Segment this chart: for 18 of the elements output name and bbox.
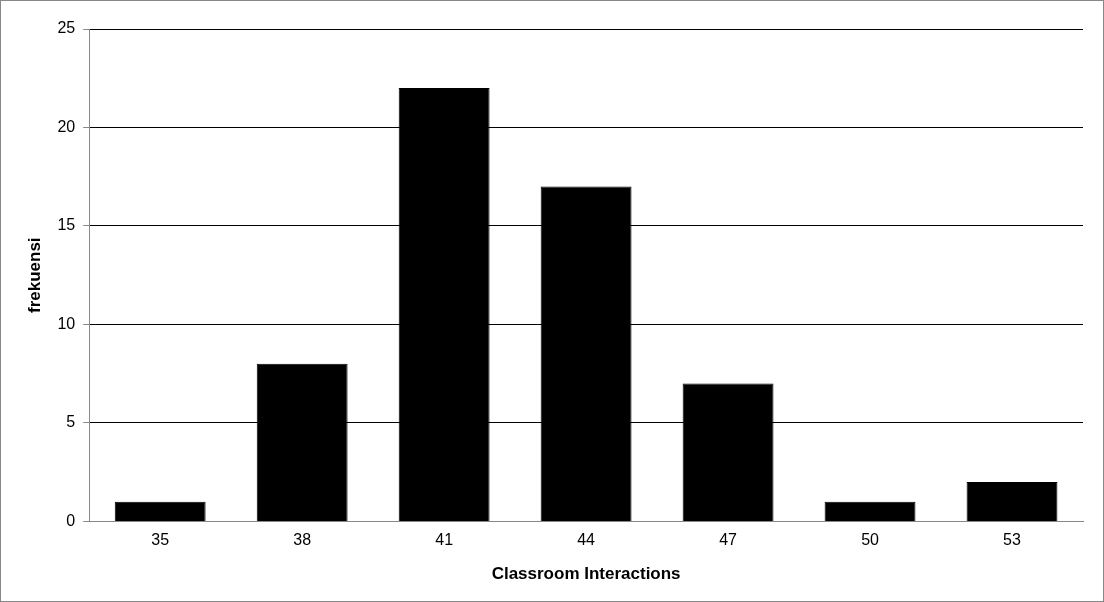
bar: [966, 482, 1058, 521]
x-tick-label: 41: [435, 531, 454, 549]
y-tick-label: 25: [57, 19, 76, 37]
x-tick-label: 47: [719, 531, 738, 549]
x-tick-label: 53: [1003, 531, 1022, 549]
y-tick-label: 15: [57, 216, 76, 234]
x-axis-title: Classroom Interactions: [491, 564, 681, 584]
x-tick-label: 35: [151, 531, 170, 549]
x-tick-label: 44: [577, 531, 596, 549]
y-tick-label: 0: [66, 511, 76, 529]
y-axis-title: frekuensi: [24, 237, 44, 313]
bar: [114, 501, 206, 521]
y-tick-label: 5: [66, 413, 76, 431]
x-tick-label: 50: [861, 531, 880, 549]
x-tick-label: 38: [293, 531, 312, 549]
y-tick-label: 10: [57, 314, 76, 332]
y-tick-label: 20: [57, 117, 76, 135]
bar: [824, 501, 916, 521]
